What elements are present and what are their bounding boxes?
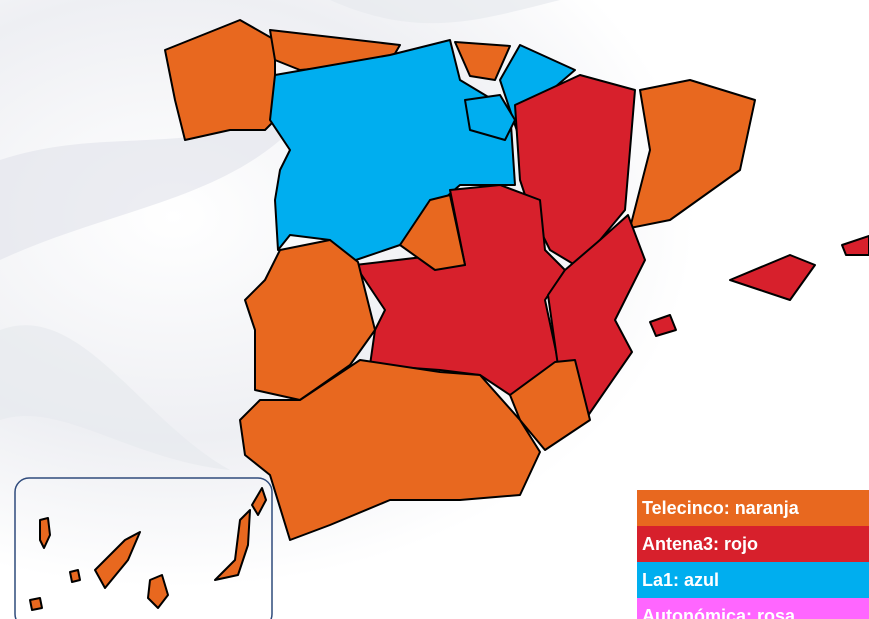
region: [464, 94, 516, 141]
region: [94, 531, 141, 589]
region: [29, 597, 43, 611]
background-swirl: [0, 325, 230, 470]
region: [269, 39, 516, 263]
legend-item: Antena3: rojo: [637, 526, 869, 562]
background-swirl: [0, 80, 330, 260]
canarias-frame: [14, 477, 273, 619]
legend: Telecinco: naranja Antena3: rojo La1: azul…: [637, 490, 869, 619]
region: [841, 235, 869, 256]
region: [69, 569, 81, 583]
region: [649, 314, 677, 337]
region: [399, 194, 466, 271]
background-swirl: [330, 0, 560, 24]
legend-item: La1: azul: [637, 562, 869, 598]
region: [39, 517, 51, 549]
region: [147, 574, 169, 609]
region: [214, 509, 251, 581]
legend-item: Autonómica: rosa: [637, 598, 869, 619]
region: [251, 487, 267, 516]
region: [454, 41, 511, 81]
region: [729, 254, 816, 301]
legend-item: Telecinco: naranja: [637, 490, 869, 526]
region: [239, 359, 541, 541]
region: [629, 79, 756, 229]
